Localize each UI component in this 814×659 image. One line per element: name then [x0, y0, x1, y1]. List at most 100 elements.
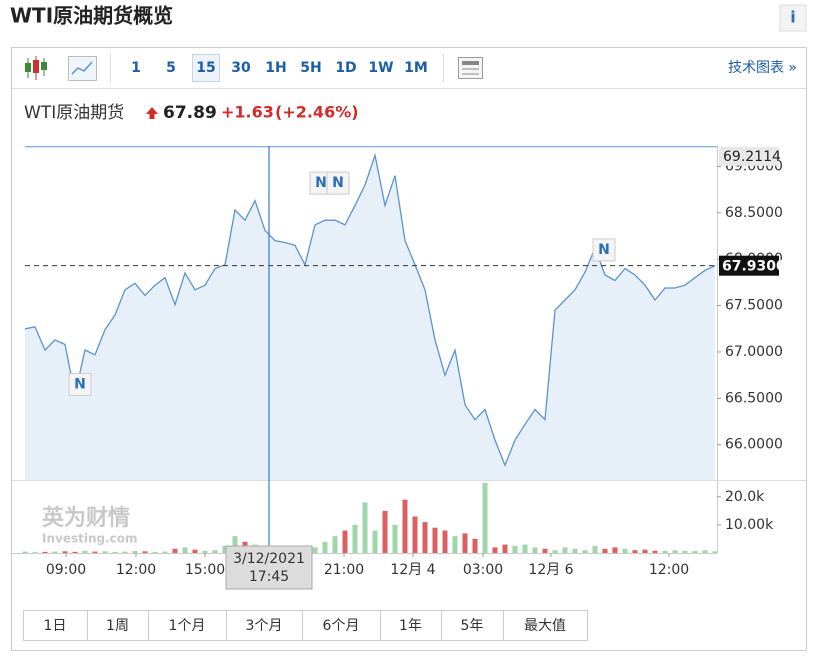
volume-bar [142, 551, 148, 553]
volume-bar [322, 541, 328, 553]
technical-chart-link[interactable]: 技术图表 » [728, 60, 797, 76]
volume-bar [122, 551, 128, 553]
volume-bar [232, 536, 238, 553]
range-button[interactable] [380, 610, 442, 641]
news-marker-box[interactable] [326, 171, 350, 195]
volume-bar [412, 516, 418, 553]
interval-button[interactable]: 1 [131, 60, 141, 76]
x-tick-label: 03:00 [463, 562, 503, 578]
price: 67.89 [163, 103, 217, 123]
interval-button[interactable]: 1M [404, 60, 428, 76]
range-button[interactable] [148, 610, 227, 641]
range-button[interactable] [503, 610, 588, 641]
volume-bar [212, 550, 218, 553]
volume-tick-label: 10.00k [725, 517, 774, 533]
interval-active [192, 54, 220, 82]
up-arrow [146, 107, 158, 119]
news-marker: N [332, 175, 344, 191]
x-tick-label: 09:00 [46, 562, 86, 578]
candle-icon[interactable] [25, 56, 47, 80]
volume-bar [512, 545, 518, 553]
volume-bar [532, 547, 538, 553]
volume-bar [72, 551, 78, 553]
interval-button[interactable]: 1W [368, 60, 393, 76]
volume-bar [162, 551, 168, 553]
volume-bar [52, 551, 58, 553]
range-button[interactable] [87, 610, 149, 641]
volume-bar [82, 550, 88, 553]
volume-bar [492, 547, 498, 553]
interval-button[interactable]: 5 [166, 60, 176, 76]
volume-bar [182, 547, 188, 553]
x-tick-label: 12月 6 [528, 562, 573, 578]
instrument-name: WTI原油期货 [24, 103, 124, 123]
volume-bar [42, 551, 48, 553]
info-button[interactable] [779, 4, 807, 32]
range-label: 1年 [399, 618, 422, 634]
y-tick-label: 68.5000 [725, 205, 783, 221]
x-tick-label: 12月 4 [390, 562, 435, 578]
volume-bar [682, 550, 688, 553]
volume-bar [372, 530, 378, 553]
volume-bar [342, 530, 348, 553]
volume-bar [442, 530, 448, 553]
x-tick-label: 12:00 [649, 562, 689, 578]
volume-bar [662, 550, 668, 553]
y-tick-label: 66.5000 [725, 390, 783, 406]
last-label: 67.9300 [722, 259, 786, 275]
volume-bar [112, 551, 118, 553]
volume-bar [422, 522, 428, 553]
range-label: 6个月 [323, 618, 360, 634]
volume-bar [712, 551, 718, 553]
watermark-site: Investing.com [42, 532, 138, 546]
table-icon[interactable] [458, 57, 483, 79]
range-label: 3个月 [246, 618, 283, 634]
volume-bar [22, 551, 28, 553]
y-tick-label: 66.0000 [725, 437, 783, 453]
volume-tick-label: 20.0k [725, 489, 765, 505]
range-label: 最大值 [524, 618, 566, 634]
volume-bar [102, 551, 108, 553]
change-percent: (+2.46%) [275, 103, 359, 122]
volume-bar [222, 545, 228, 553]
interval-button[interactable]: 30 [231, 60, 251, 76]
volume-bar [602, 548, 608, 553]
volume-bar [692, 551, 698, 553]
volume-bar [632, 550, 638, 553]
news-marker: N [74, 376, 86, 392]
volume-bar [472, 538, 478, 553]
volume-bar [562, 547, 568, 553]
volume-bar [452, 536, 458, 553]
interval-button[interactable]: 1D [335, 60, 356, 76]
interval-button[interactable]: 15 [196, 60, 215, 76]
news-marker-box[interactable] [68, 372, 92, 396]
interval-button[interactable]: 5H [300, 60, 321, 76]
volume-bar [152, 551, 158, 553]
volume-bar [62, 551, 68, 553]
last-label-box [719, 255, 779, 276]
volume-bar [392, 524, 398, 553]
volume-bar [522, 544, 528, 553]
news-marker: N [598, 242, 610, 258]
volume-bar [672, 550, 678, 553]
line-icon[interactable] [68, 56, 97, 81]
range-button[interactable] [302, 610, 381, 641]
volume-bar [542, 548, 548, 553]
volume-bar [572, 548, 578, 553]
volume-bar [612, 547, 618, 553]
volume-bar [432, 527, 438, 553]
range-label: 1日 [44, 618, 67, 634]
news-marker: N [315, 175, 327, 191]
watermark-brand: 英为财情 [42, 505, 130, 531]
news-marker-box[interactable] [592, 238, 616, 262]
x-tick-label: 21:00 [324, 562, 364, 578]
volume-bar [582, 550, 588, 553]
title: WTI原油期货概览 [10, 4, 173, 28]
range-button[interactable] [441, 610, 504, 641]
interval-button[interactable]: 1H [265, 60, 286, 76]
volume-bar [622, 548, 628, 553]
change: +1.63 [221, 103, 274, 122]
volume-bar [382, 510, 388, 553]
